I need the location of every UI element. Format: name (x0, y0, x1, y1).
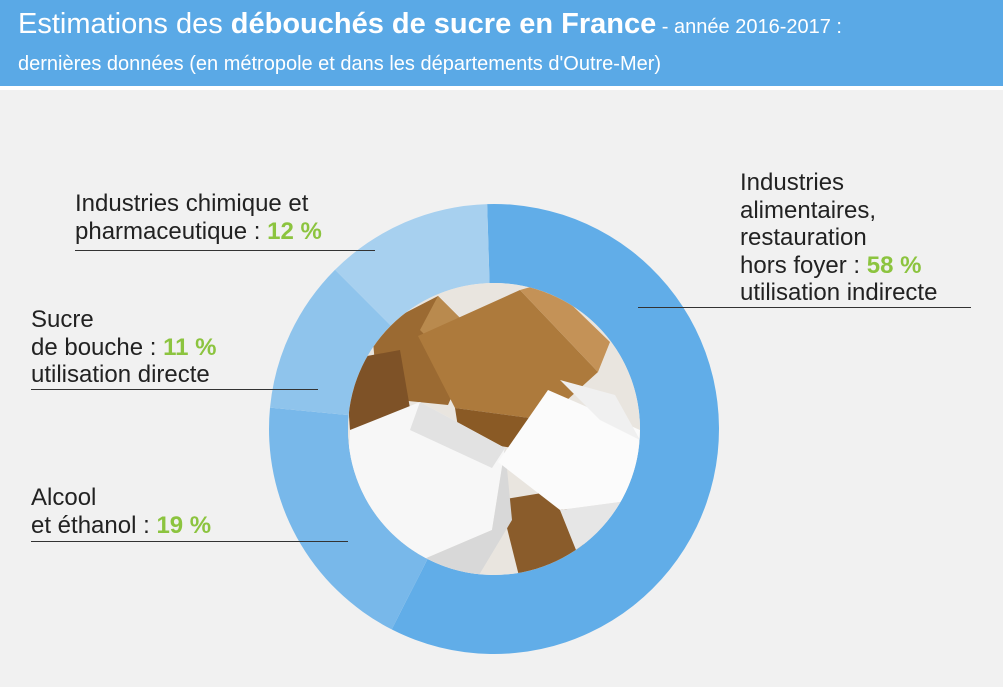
leader-line-industries-alimentaires (638, 307, 971, 308)
label-line: de bouche : (31, 333, 164, 361)
leader-line-sucre-de-bouche (31, 389, 318, 390)
title-part-2: débouchés de sucre en France (230, 8, 657, 40)
title-part-3: - année 2016-2017 : (656, 16, 842, 38)
label-line: Sucre (31, 306, 94, 333)
sugar-cubes-image (348, 283, 640, 575)
label-line: pharmaceutique : (75, 217, 268, 245)
label-line: alimentaires, (740, 196, 877, 224)
donut-slice (268, 407, 428, 630)
label-industries-chimique: Industries chimique et pharmaceutique : … (75, 190, 322, 245)
label-line: Industries chimique et (75, 190, 309, 217)
label-line: restauration (740, 224, 867, 251)
title-part-1: Estimations des (18, 8, 231, 40)
donut-slice (335, 204, 490, 326)
label-line: Industries (740, 169, 845, 196)
label-industries-alimentaires: Industries alimentaires, restauration ho… (740, 169, 937, 307)
percent-label: 12 % (267, 217, 322, 245)
label-line: Alcool (31, 484, 97, 511)
label-sucre-de-bouche: Sucre de bouche : 11 % utilisation direc… (31, 306, 217, 389)
percent-label: 19 % (156, 511, 212, 539)
label-alcool-ethanol: Alcool et éthanol : 19 % (31, 484, 211, 539)
leader-line-industries-chimique (75, 250, 375, 251)
donut-slice (270, 269, 391, 416)
percent-label: 58 % (866, 251, 922, 279)
header-divider (0, 86, 1003, 90)
donut-slice (391, 204, 720, 654)
label-line: hors foyer : (740, 251, 867, 279)
usage-note: utilisation directe (31, 361, 210, 388)
chart-subtitle: dernières données (en métropole et dans … (18, 53, 662, 75)
usage-note: utilisation indirecte (740, 279, 938, 306)
donut-slices (268, 204, 720, 654)
chart-title: Estimations des débouchés de sucre en Fr… (18, 8, 842, 41)
percent-label: 11 % (163, 333, 217, 361)
header-banner: Estimations des débouchés de sucre en Fr… (0, 0, 1003, 86)
label-line: et éthanol : (31, 511, 157, 539)
leader-line-alcool-ethanol (31, 541, 348, 542)
